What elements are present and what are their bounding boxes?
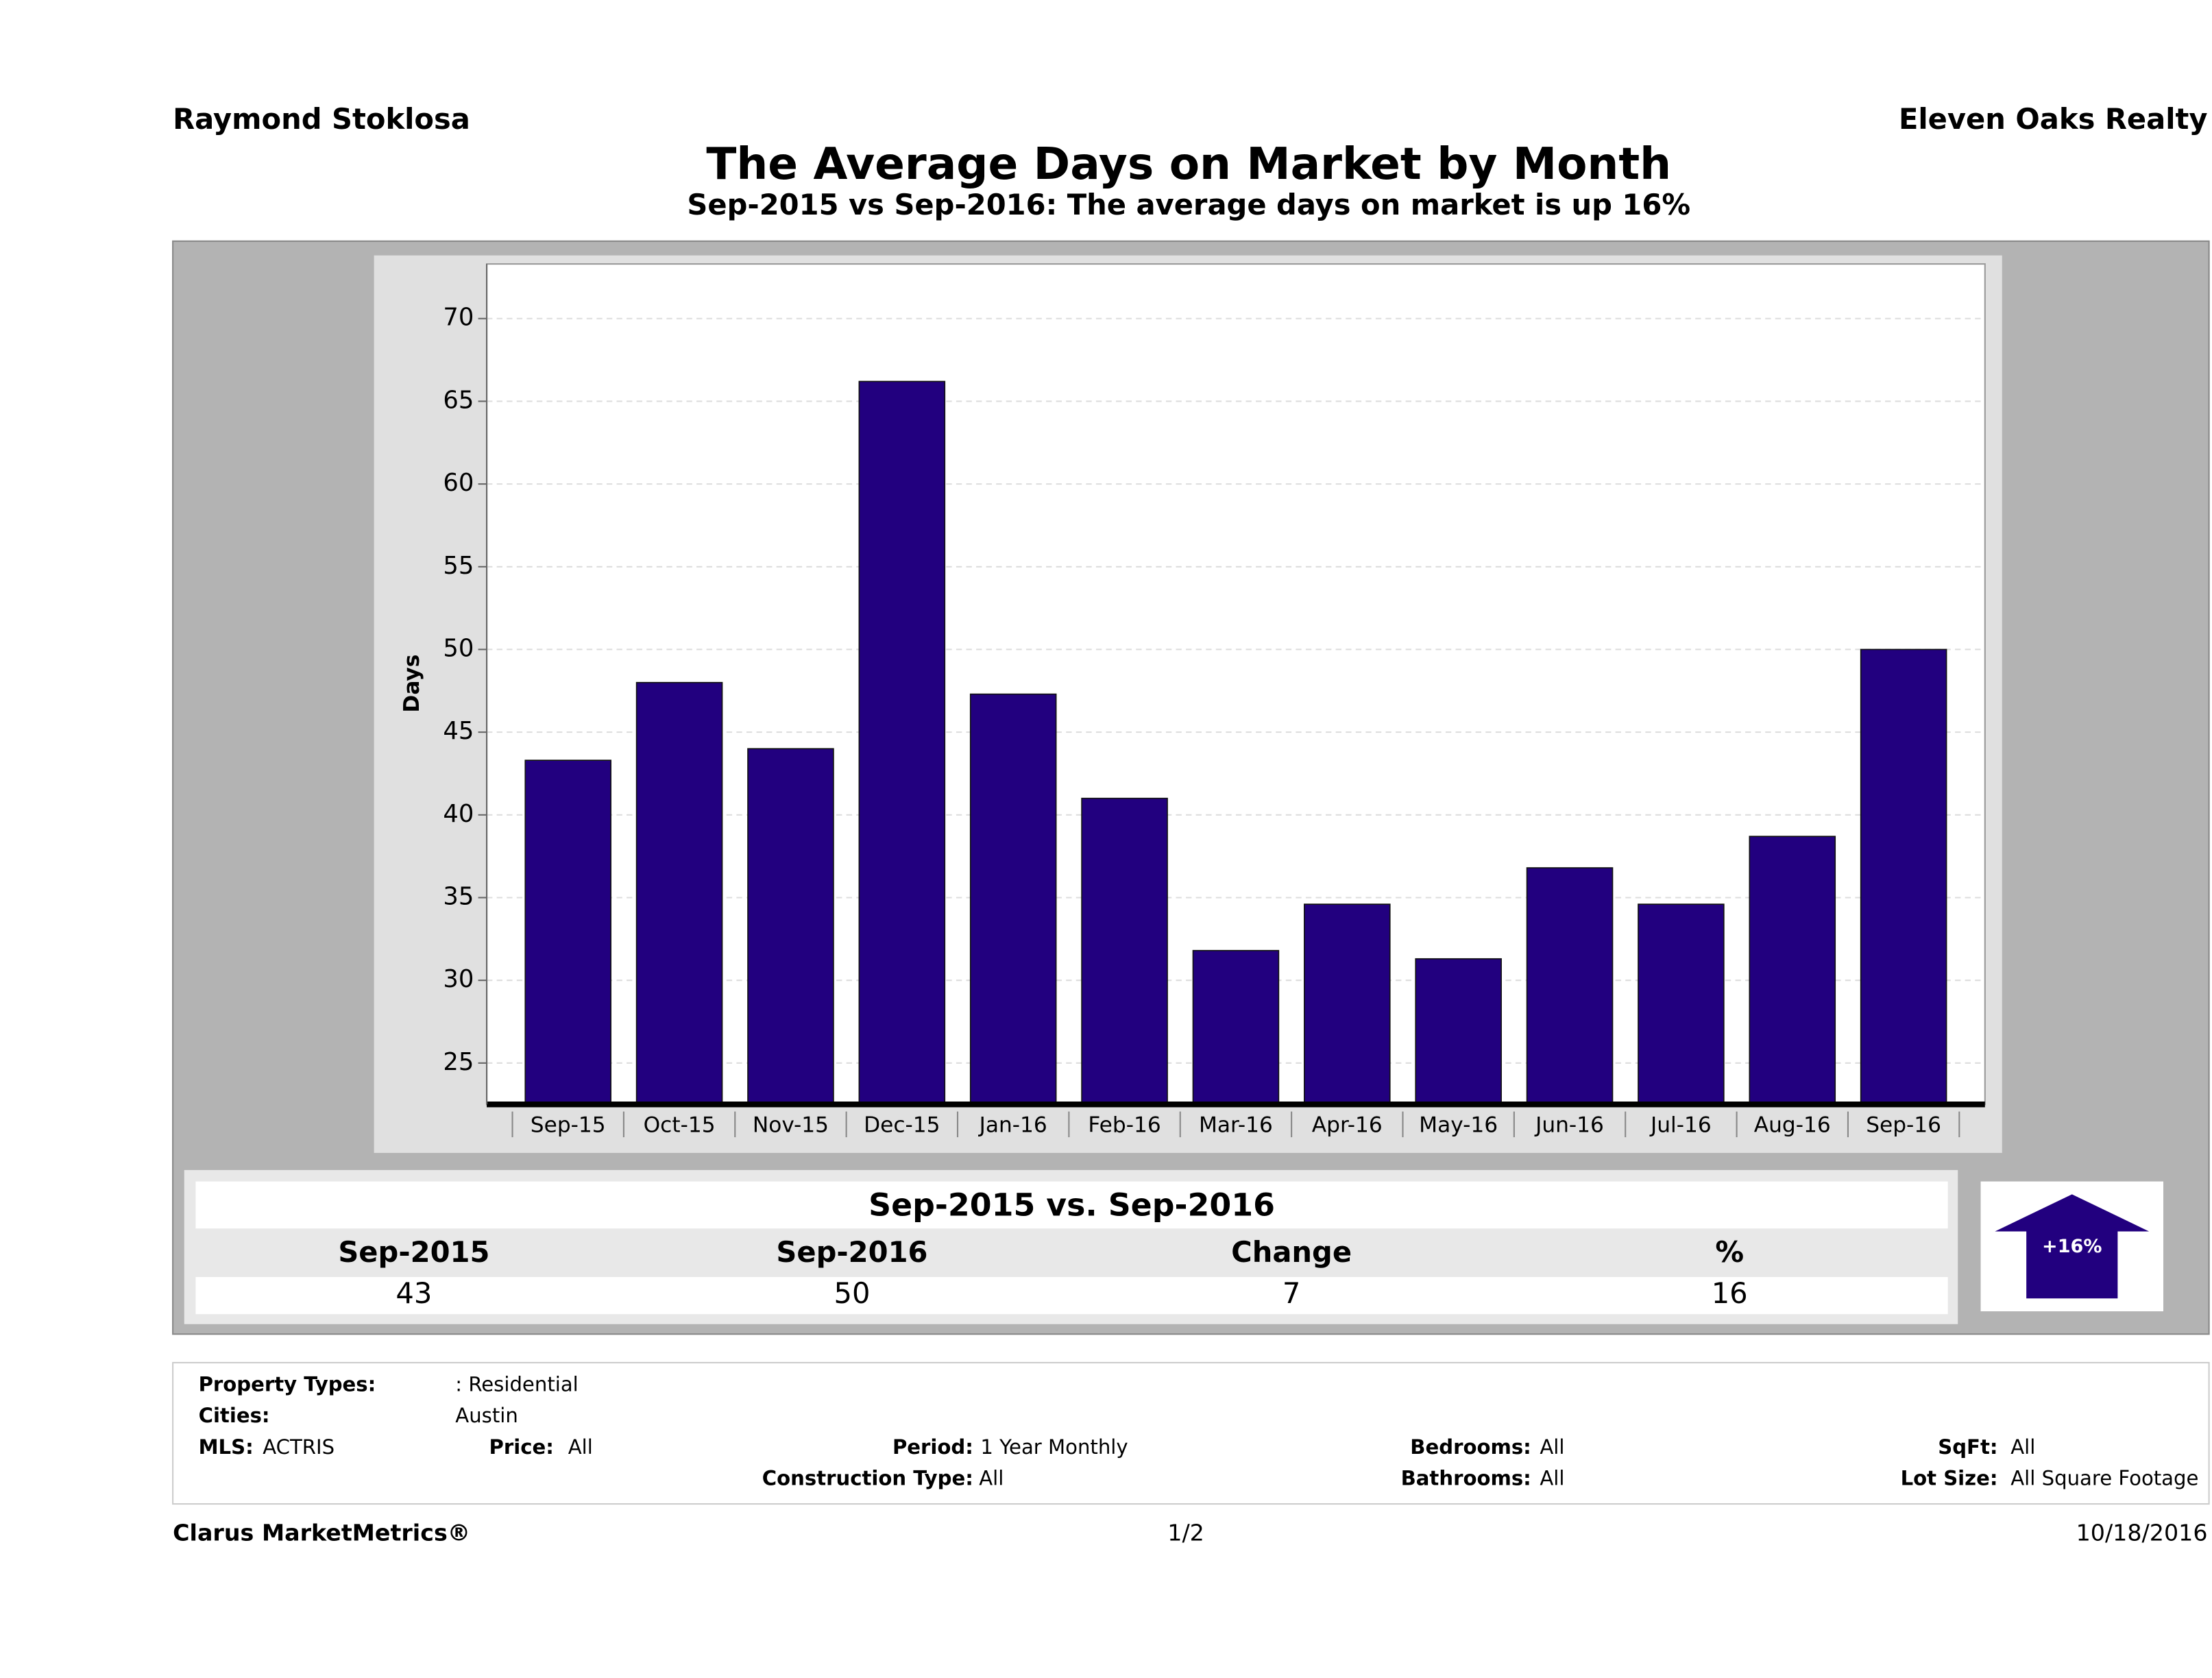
x-tick-label: Aug-16 (1754, 1112, 1831, 1137)
y-tick-label: 70 (443, 304, 474, 332)
filter-label: MLS: (199, 1435, 254, 1459)
summary-value: 50 (834, 1276, 870, 1310)
y-tick-label: 40 (443, 800, 474, 828)
filter-value: 1 Year Monthly (980, 1435, 1128, 1459)
x-tick-label: Apr-16 (1312, 1112, 1383, 1137)
summary-header: Change (1231, 1235, 1352, 1269)
y-tick-label: 35 (443, 882, 474, 910)
y-tick-label: 50 (443, 634, 474, 662)
y-tick-label: 25 (443, 1048, 474, 1076)
bar (1749, 836, 1836, 1106)
filter-label: Lot Size: (1901, 1467, 1998, 1490)
bar (858, 380, 946, 1106)
x-tick-label: Dec-15 (864, 1112, 940, 1137)
bar (1638, 903, 1725, 1106)
filter-value: All (1540, 1435, 1564, 1459)
footer-date: 10/18/2016 (2076, 1519, 2208, 1546)
filter-value: ACTRIS (263, 1435, 335, 1459)
filter-value: All (1540, 1467, 1564, 1490)
bar (635, 681, 723, 1106)
filters: Property Types: : Residential Cities: Austi… (199, 1372, 2199, 1489)
filter-value: All (2010, 1435, 2035, 1459)
filter-value: Austin (455, 1404, 518, 1427)
x-tick-label: Oct-15 (644, 1112, 716, 1137)
bar (1192, 949, 1280, 1106)
y-tick-label: 45 (443, 717, 474, 745)
bar (1860, 648, 1947, 1106)
x-tick-label: May-16 (1419, 1112, 1498, 1137)
filter-label: Bathrooms: (1401, 1467, 1531, 1490)
filter-value: All Square Footage (2010, 1467, 2198, 1490)
chart-subtitle: Sep-2015 vs Sep-2016: The average days o… (687, 188, 1690, 221)
filters-box (172, 1361, 2210, 1505)
agent-name: Raymond Stoklosa (173, 102, 470, 136)
x-tick-label: Nov-15 (753, 1112, 829, 1137)
bar (1415, 958, 1502, 1106)
bar (1526, 867, 1614, 1106)
x-tick-label: Jun-16 (1534, 1112, 1604, 1137)
x-tick-label: Jul-16 (1649, 1112, 1712, 1137)
filter-label: SqFt: (1938, 1435, 1997, 1459)
y-tick-label: 60 (443, 469, 474, 497)
filter-value: All (979, 1467, 1004, 1490)
y-tick-label: 65 (443, 386, 474, 414)
bar (524, 759, 612, 1106)
bar (747, 748, 834, 1106)
summary-title-row (195, 1181, 1948, 1229)
x-tick-label: Jan-16 (978, 1112, 1047, 1137)
plot: 25 30 35 40 45 50 55 60 65 70 Sep-15 Oct-15 Nov-15 De… (443, 304, 1985, 1137)
chart-title: The Average Days on Market by Month (706, 138, 1671, 190)
bar (1081, 797, 1168, 1106)
up-arrow (1995, 1194, 2150, 1299)
summary-header: % (1715, 1235, 1744, 1269)
summary-value: 16 (1712, 1276, 1748, 1310)
summary-header: Sep-2016 (776, 1235, 927, 1269)
filter-value: : Residential (455, 1372, 579, 1396)
badge-label: +16% (2042, 1236, 2102, 1257)
summary-value-row (195, 1277, 1948, 1315)
filter-label: Cities: (199, 1404, 270, 1427)
summary-title: Sep-2015 vs. Sep-2016 (868, 1187, 1275, 1224)
filter-label: Property Types: (199, 1372, 376, 1396)
y-tick-label: 55 (443, 552, 474, 580)
summary-table: Sep-2015 43 Sep-2016 50 Change 7% 16 (338, 1235, 1747, 1310)
y-axis-label: Days (400, 655, 424, 713)
filter-label: Period: (892, 1435, 973, 1459)
summary-header: Sep-2015 (338, 1235, 489, 1269)
x-tick-label: Sep-16 (1866, 1112, 1941, 1137)
filter-label: Price: (489, 1435, 554, 1459)
company-name: Eleven Oaks Realty (1899, 102, 2208, 136)
filter-value: All (568, 1435, 593, 1459)
x-tick-label: Sep-15 (531, 1112, 606, 1137)
filter-label: Bedrooms: (1410, 1435, 1531, 1459)
summary-value: 7 (1283, 1276, 1300, 1310)
summary-value: 43 (396, 1276, 432, 1310)
footer-brand: Clarus MarketMetrics® (173, 1519, 470, 1546)
bar (969, 693, 1057, 1106)
x-tick-label: Mar-16 (1199, 1112, 1273, 1137)
filter-label: Construction Type: (762, 1467, 973, 1490)
bar (1304, 903, 1391, 1106)
footer-page: 1/2 (1167, 1519, 1204, 1546)
x-tick-label: Feb-16 (1088, 1112, 1160, 1137)
y-tick-label: 30 (443, 965, 474, 993)
